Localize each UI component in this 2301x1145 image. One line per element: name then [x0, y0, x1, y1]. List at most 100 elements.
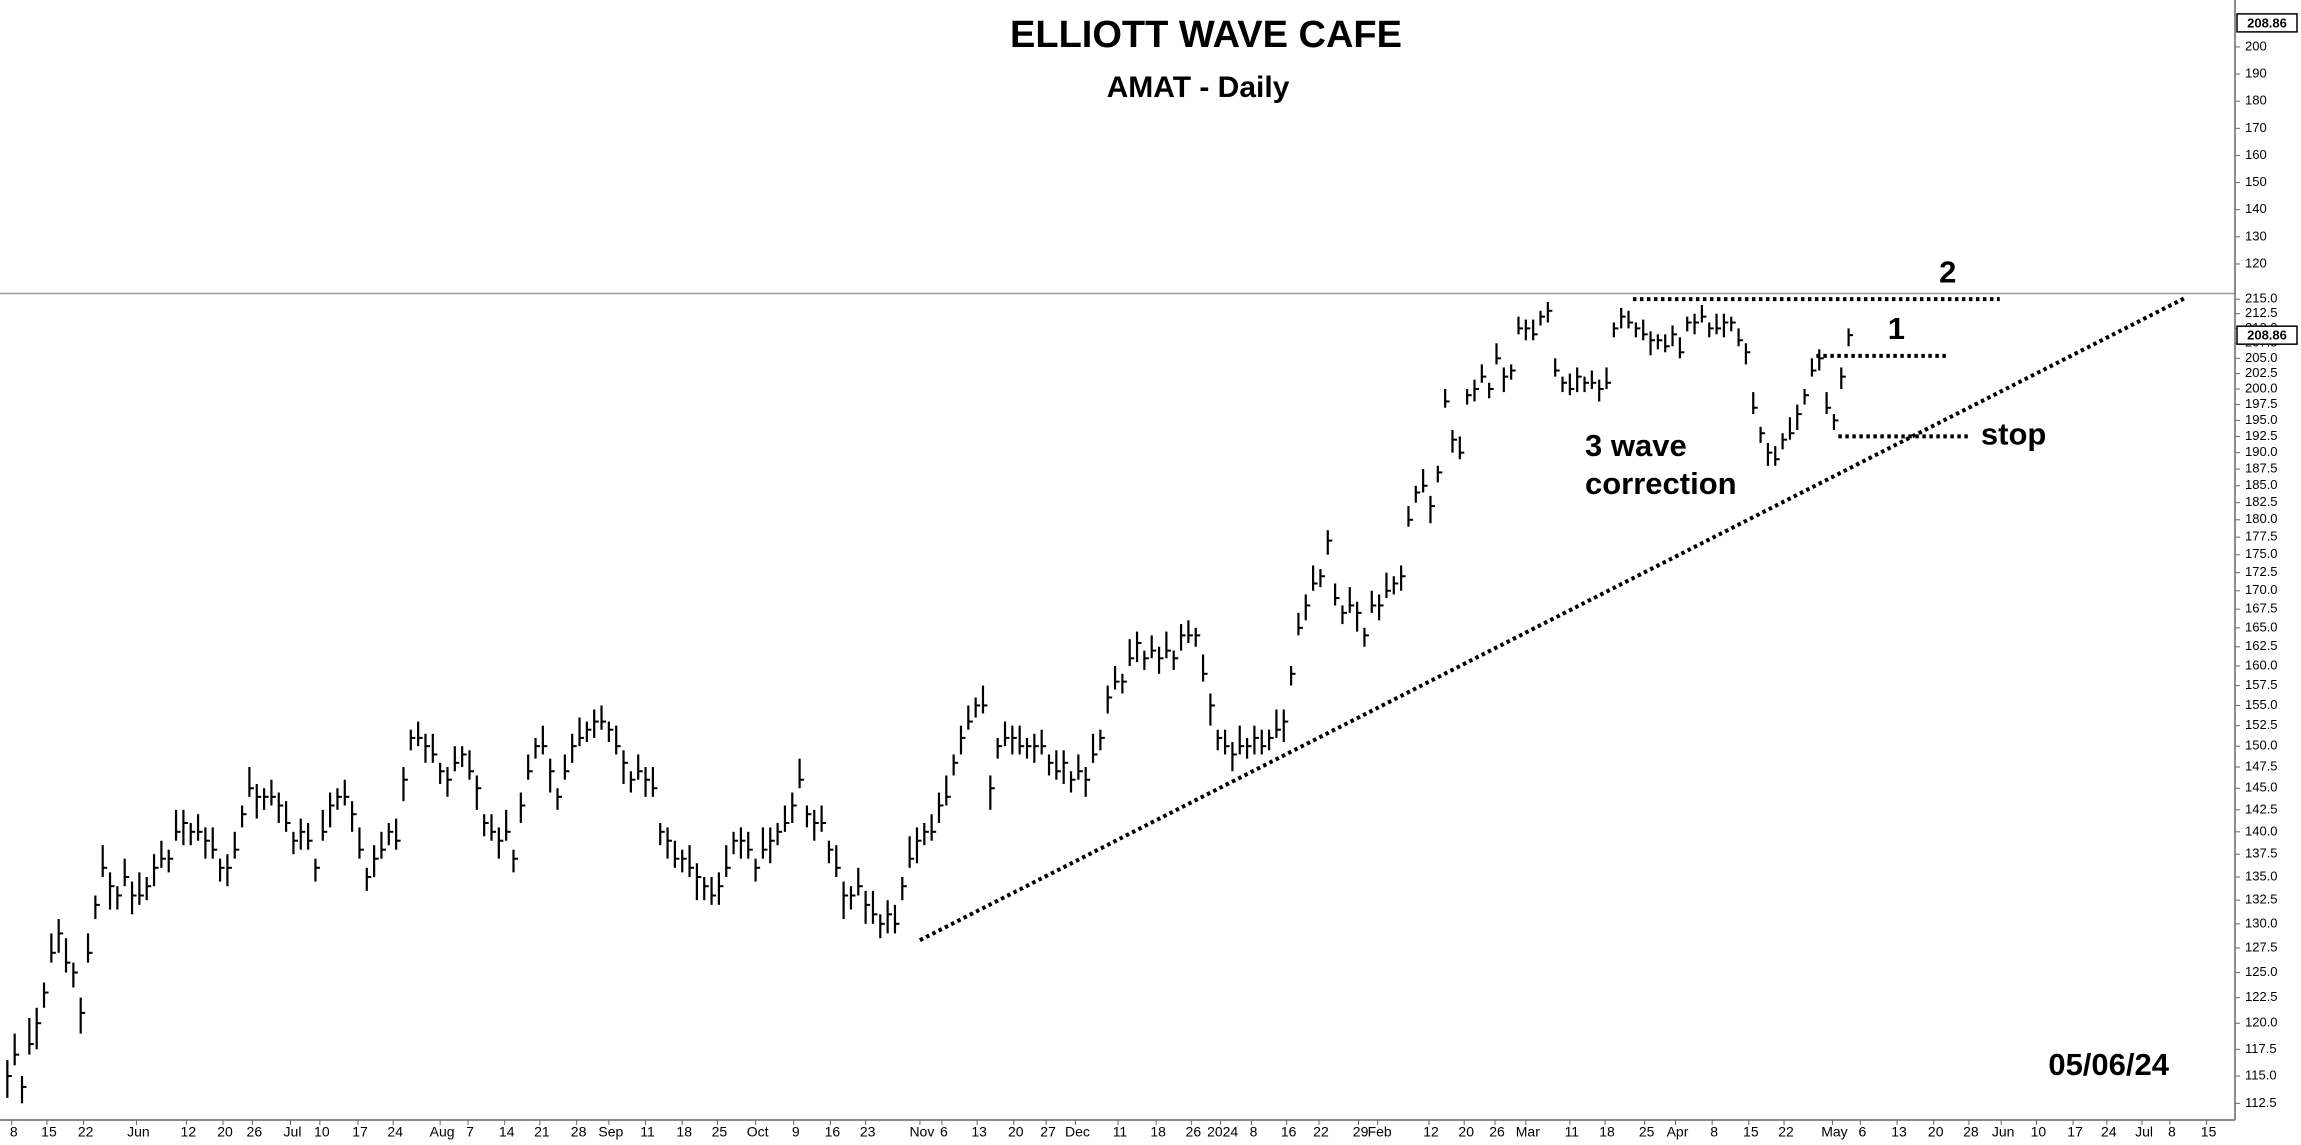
- x-tick-label: 24: [387, 1124, 403, 1140]
- x-tick-label: 12: [1423, 1124, 1439, 1140]
- x-tick-label: May: [1821, 1124, 1847, 1140]
- dotted-line: [918, 295, 2187, 942]
- x-tick-label: 24: [2101, 1124, 2117, 1140]
- x-tick-label: Jun: [1992, 1124, 2015, 1140]
- y-tick-label: 137.5: [2245, 846, 2278, 861]
- x-tick-label: 8: [1250, 1124, 1258, 1140]
- x-tick-label: Jun: [127, 1124, 150, 1140]
- y-tick-label: 182.5: [2245, 494, 2278, 509]
- x-tick-label: 8: [10, 1124, 18, 1140]
- y-tick-label: 160.0: [2245, 657, 2278, 672]
- y-tick-label: 172.5: [2245, 564, 2278, 579]
- y-tick-label: 175.0: [2245, 546, 2278, 561]
- wave-label: stop: [1981, 417, 2046, 452]
- y-tick-label: 155.0: [2245, 697, 2278, 712]
- y-tick-label: 165.0: [2245, 619, 2278, 634]
- x-tick-label: 7: [466, 1124, 474, 1140]
- y-tick-label: 120: [2245, 255, 2267, 270]
- y-tick-label: 147.5: [2245, 758, 2278, 773]
- x-tick-label: 22: [1313, 1124, 1329, 1140]
- x-tick-label: 2024: [1207, 1124, 1238, 1140]
- x-tick-label: 28: [571, 1124, 587, 1140]
- y-tick-label: 135.0: [2245, 868, 2278, 883]
- x-tick-label: Jul: [2135, 1124, 2153, 1140]
- chart-subtitle: AMAT - Daily: [1107, 71, 1290, 104]
- x-tick-label: 20: [1458, 1124, 1474, 1140]
- y-tick-label: 132.5: [2245, 892, 2278, 907]
- y-tick-label: 152.5: [2245, 717, 2278, 732]
- x-tick-label: 18: [1150, 1124, 1166, 1140]
- y-tick-label: 162.5: [2245, 638, 2278, 653]
- y-tick-label: 170: [2245, 120, 2267, 135]
- y-tick-label: 122.5: [2245, 989, 2278, 1004]
- x-tick-label: 21: [534, 1124, 550, 1140]
- y-tick-label: 112.5: [2245, 1095, 2277, 1110]
- x-tick-label: 9: [792, 1124, 800, 1140]
- x-tick-label: 6: [1858, 1124, 1866, 1140]
- y-tick-label: 200.0: [2245, 380, 2278, 395]
- y-tick-label: 187.5: [2245, 461, 2278, 476]
- x-tick-label: 11: [1113, 1124, 1128, 1140]
- x-tick-label: 15: [1743, 1124, 1759, 1140]
- x-tick-label: 16: [1281, 1124, 1297, 1140]
- x-tick-label: 22: [78, 1124, 94, 1140]
- y-tick-label: 140.0: [2245, 823, 2278, 838]
- wave-label: 1: [1888, 311, 1905, 346]
- last-price-label: 208.86: [2247, 328, 2287, 343]
- x-tick-label: 20: [1008, 1124, 1024, 1140]
- x-tick-label: 13: [971, 1124, 987, 1140]
- x-tick-label: 25: [712, 1124, 728, 1140]
- y-tick-label: 130.0: [2245, 915, 2278, 930]
- y-tick-label: 190: [2245, 66, 2267, 81]
- x-tick-label: Aug: [430, 1124, 455, 1140]
- y-tick-label: 195.0: [2245, 412, 2278, 427]
- y-tick-label: 212.5: [2245, 305, 2278, 320]
- x-tick-label: 15: [41, 1124, 57, 1140]
- x-tick-label: 26: [1489, 1124, 1505, 1140]
- y-tick-label: 130: [2245, 228, 2267, 243]
- x-tick-label: 12: [181, 1124, 197, 1140]
- y-tick-label: 167.5: [2245, 601, 2278, 616]
- last-price-box: [2236, 325, 2298, 345]
- y-tick-label: 115.0: [2245, 1067, 2277, 1082]
- x-tick-label: Mar: [1516, 1124, 1540, 1140]
- y-tick-label: 180: [2245, 93, 2267, 108]
- x-tick-label: Dec: [1065, 1124, 1090, 1140]
- y-tick-label: 142.5: [2245, 801, 2278, 816]
- x-tick-label: 25: [1639, 1124, 1655, 1140]
- x-tick-label: 10: [2031, 1124, 2047, 1140]
- y-tick-label: 180.0: [2245, 511, 2278, 526]
- x-tick-label: 16: [825, 1124, 841, 1140]
- y-tick-label: 185.0: [2245, 477, 2278, 492]
- y-tick-label: 205.0: [2245, 350, 2278, 365]
- x-tick-label: Nov: [909, 1124, 934, 1140]
- x-tick-label: Jul: [284, 1124, 302, 1140]
- x-tick-label: 27: [1040, 1124, 1056, 1140]
- x-tick-label: 11: [640, 1124, 655, 1140]
- y-tick-label: 192.5: [2245, 428, 2278, 443]
- y-tick-label: 127.5: [2245, 939, 2278, 954]
- x-tick-label: 17: [2067, 1124, 2083, 1140]
- x-tick-label: 26: [1186, 1124, 1202, 1140]
- y-tick-label: 125.0: [2245, 964, 2278, 979]
- y-tick-label: 197.5: [2245, 396, 2278, 411]
- y-tick-label: 190.0: [2245, 444, 2278, 459]
- x-tick-label: 28: [1963, 1124, 1979, 1140]
- y-tick-label: 117.5: [2245, 1041, 2277, 1056]
- x-tick-label: 22: [1778, 1124, 1794, 1140]
- y-tick-label: 200: [2245, 38, 2267, 53]
- annotation: correction: [1585, 466, 1737, 501]
- y-tick-label: 120.0: [2245, 1015, 2278, 1030]
- x-tick-label: 18: [676, 1124, 692, 1140]
- y-tick-label: 145.0: [2245, 780, 2278, 795]
- x-tick-label: 13: [1891, 1124, 1907, 1140]
- chart-title: ELLIOTT WAVE CAFE: [1010, 14, 1402, 56]
- last-price-box: [2236, 13, 2298, 33]
- x-tick-label: 11: [1565, 1124, 1580, 1140]
- annotation: 05/06/24: [2048, 1047, 2169, 1082]
- x-tick-label: 8: [2168, 1124, 2176, 1140]
- x-tick-label: 20: [1928, 1124, 1944, 1140]
